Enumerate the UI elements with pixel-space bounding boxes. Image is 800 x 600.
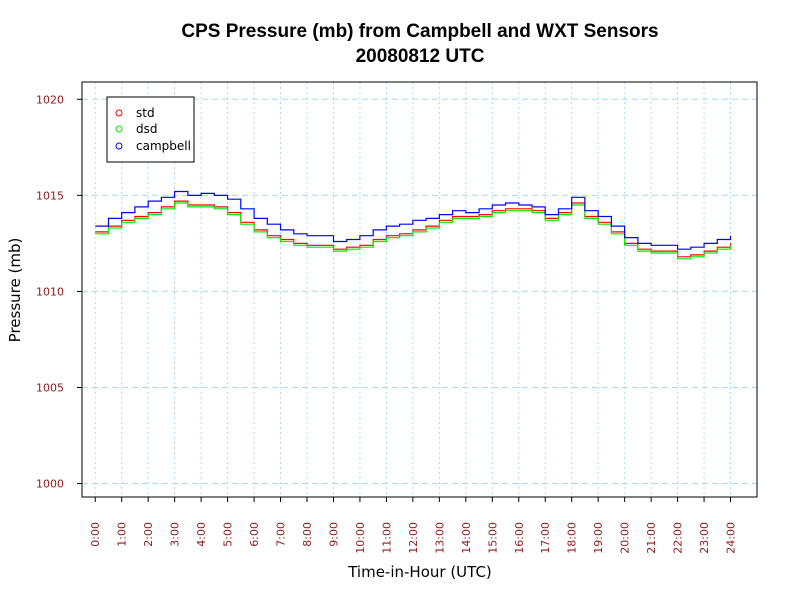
x-tick-label: 24:00 — [725, 522, 738, 554]
x-tick-label: 13:00 — [433, 522, 446, 554]
x-tick-label: 3:00 — [169, 522, 182, 547]
x-tick-label: 0:00 — [89, 522, 102, 547]
y-tick-label: 1000 — [36, 478, 64, 491]
series-line-dsd — [95, 202, 732, 260]
x-tick-label: 11:00 — [380, 522, 393, 554]
x-tick-label: 18:00 — [566, 522, 579, 554]
x-tick-label: 19:00 — [592, 522, 605, 554]
x-tick-label: 4:00 — [195, 522, 208, 547]
y-tick-label: 1010 — [36, 285, 64, 298]
y-axis-label: Pressure (mb) — [6, 238, 24, 343]
x-axis-label: Time-in-Hour (UTC) — [347, 563, 492, 581]
x-tick-label: 5:00 — [222, 522, 235, 547]
legend-marker-campbell — [115, 142, 123, 150]
plot-frame — [81, 81, 758, 498]
legend-marker-dsd — [115, 125, 123, 133]
x-tick-label: 12:00 — [407, 522, 420, 554]
x-tick-label: 22:00 — [672, 522, 685, 554]
x-tick-label: 10:00 — [354, 522, 367, 554]
series-line-campbell — [95, 190, 732, 250]
x-tick-label: 16:00 — [513, 522, 526, 554]
y-tick-label: 1005 — [36, 381, 64, 394]
x-tick-label: 20:00 — [619, 522, 632, 554]
x-tick-label: 6:00 — [248, 522, 261, 547]
x-tick-label: 8:00 — [301, 522, 314, 547]
x-tick-label: 17:00 — [539, 522, 552, 554]
x-tick-label: 1:00 — [116, 522, 129, 547]
x-tick-label: 23:00 — [698, 522, 711, 554]
axis-ticks: 1000 1005 1010 1015 1020 0:00 1:00 2:00 3:00 4:00… — [36, 93, 738, 553]
x-tick-label: 2:00 — [142, 522, 155, 547]
x-tick-label: 9:00 — [327, 522, 340, 547]
chart-subtitle: 20080812 UTC — [356, 46, 485, 67]
chart-title: CPS Pressure (mb) from Campbell and WXT … — [181, 21, 658, 42]
series-lines — [95, 190, 732, 260]
legend-label-dsd: dsd — [136, 122, 158, 136]
x-tick-label: 21:00 — [645, 522, 658, 554]
x-tick-label: 7:00 — [275, 522, 288, 547]
x-tick-label: 15:00 — [486, 522, 499, 554]
y-tick-label: 1020 — [36, 93, 64, 106]
y-tick-label: 1015 — [36, 189, 64, 202]
legend-label-campbell: campbell — [136, 139, 191, 153]
legend-marker-std — [115, 109, 123, 117]
legend: std dsd campbell — [106, 96, 195, 163]
x-tick-label: 14:00 — [460, 522, 473, 554]
legend-label-std: std — [136, 106, 155, 120]
